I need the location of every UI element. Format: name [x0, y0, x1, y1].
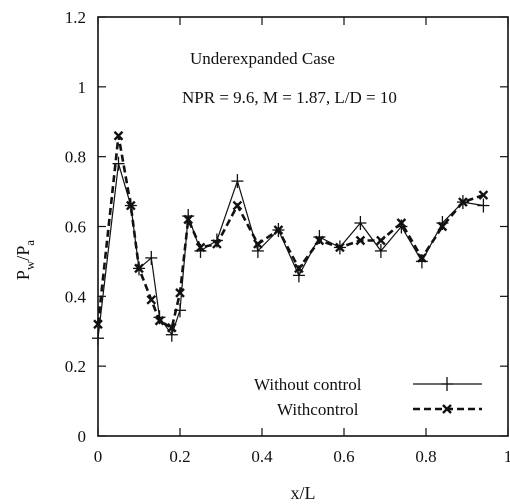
data-point	[175, 287, 185, 298]
data-point	[396, 218, 407, 228]
data-point	[251, 243, 264, 258]
legend-samples	[413, 377, 482, 414]
plot-frame	[97, 16, 509, 437]
data-point	[437, 221, 448, 232]
data-point	[154, 315, 165, 326]
axis-tick-labels: 0 0.2 0.4 0.6 0.8 1 0 0.2 0.4 0.6 0.8 1 1.2	[65, 8, 510, 466]
series-line	[96, 135, 484, 330]
y-tick-label: 0	[78, 427, 87, 446]
data-point	[212, 239, 222, 249]
data-point	[166, 322, 177, 333]
data-point	[355, 235, 366, 246]
data-point	[165, 327, 178, 342]
data-point	[458, 197, 468, 207]
x-tick-label: 0.4	[251, 447, 273, 466]
legend-label-without-control: Without control	[254, 375, 362, 394]
y-axis-label-sub1: w	[22, 260, 37, 270]
annotation-case: Underexpanded Case	[190, 49, 335, 68]
legend: Without control Withcontrol	[254, 375, 482, 419]
y-axis-label-main: P	[13, 270, 33, 280]
y-tick-label: 0.8	[65, 148, 86, 167]
data-point	[354, 216, 367, 231]
x-tick-label: 0.8	[415, 447, 436, 466]
legend-label-with-control: Withcontrol	[277, 400, 359, 419]
y-axis-label-sep: /P	[13, 246, 33, 261]
legend-marker-without-control	[441, 377, 453, 391]
annotation-conditions: NPR = 9.6, M = 1.87, L/D = 10	[182, 88, 397, 107]
y-tick-label: 0.6	[65, 218, 86, 237]
data-point	[183, 214, 194, 225]
data-point	[477, 198, 490, 213]
axis-ticks	[97, 16, 509, 437]
data-point	[417, 253, 427, 263]
data-point	[335, 242, 345, 253]
y-axis-label: Pw/Pa	[13, 240, 37, 280]
data-point	[374, 243, 387, 258]
y-tick-label: 1	[78, 78, 87, 97]
data-point	[232, 200, 243, 211]
data-point	[113, 130, 124, 141]
data-point	[292, 268, 305, 283]
data-point	[273, 225, 284, 235]
x-axis-label: x/L	[291, 483, 316, 503]
data-point	[195, 242, 206, 253]
data-point	[478, 190, 489, 200]
series-with-control	[93, 130, 489, 333]
data-point	[376, 235, 386, 246]
data-point	[146, 294, 157, 305]
x-tick-label: 0	[94, 447, 103, 466]
data-point	[145, 250, 158, 265]
y-tick-label: 0.4	[65, 287, 87, 306]
series-line	[97, 163, 484, 339]
y-tick-label: 0.2	[65, 357, 86, 376]
x-tick-label: 1	[504, 447, 510, 466]
legend-marker-with-control	[442, 404, 452, 414]
plot-area-border	[97, 16, 509, 437]
data-point	[253, 239, 263, 249]
x-tick-label: 0.6	[333, 447, 354, 466]
data-point	[231, 174, 244, 189]
data-point	[314, 235, 325, 246]
data-point	[134, 263, 144, 274]
data-point	[112, 156, 125, 171]
data-point	[93, 319, 103, 330]
data-point	[294, 263, 304, 274]
series-group	[92, 130, 490, 346]
data-point	[92, 331, 104, 346]
y-tick-label: 1.2	[65, 8, 86, 27]
y-axis-label-sub2: a	[22, 240, 37, 246]
data-point	[125, 200, 136, 211]
x-tick-label: 0.2	[169, 447, 190, 466]
